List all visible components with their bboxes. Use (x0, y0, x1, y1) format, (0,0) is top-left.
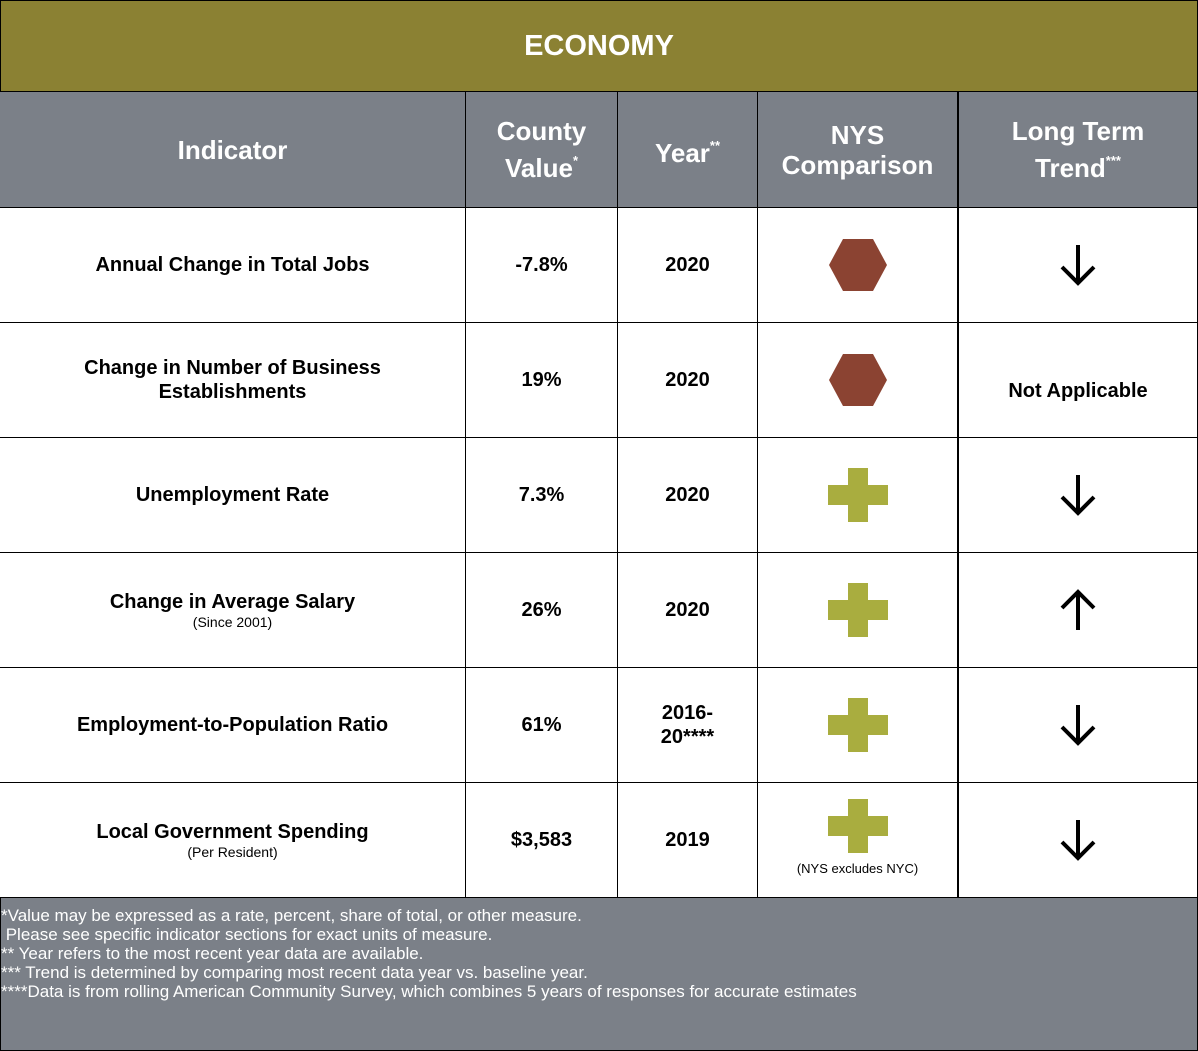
indicator: Local Government Spending (96, 820, 369, 843)
better-icon (827, 799, 888, 853)
better-icon (827, 583, 888, 637)
worse-icon (828, 239, 887, 291)
indicator: Change in Number of Business Establishme… (84, 357, 381, 403)
trend-cell (958, 783, 1198, 898)
value-cell: 7.3% (466, 438, 618, 553)
comparison-cell: (NYS excludes NYC) (758, 783, 958, 898)
comparison-cell (758, 553, 958, 668)
better-icon (827, 698, 888, 752)
county-value: 26% (521, 599, 562, 621)
down-arrow (1060, 705, 1096, 746)
year-cell: 2019 (618, 783, 758, 898)
title: ECONOMY (0, 0, 1198, 92)
indicator-cell: Change in Number of Business Establishme… (0, 323, 466, 438)
county-value: 61% (521, 714, 562, 736)
header-text: Long Term Trend (1011, 116, 1145, 183)
header-sup: *** (1105, 153, 1121, 168)
footnote: *Value may be expressed as a rate, perce… (1, 906, 582, 925)
trend-cell: Not Applicable (958, 323, 1198, 438)
trend-cell (958, 553, 1198, 668)
value-cell: $3,583 (466, 783, 618, 898)
footnote: ****Data is from rolling American Commun… (1, 982, 857, 1001)
indicator-note: (Since 2001) (192, 613, 273, 630)
year: 2020 (665, 599, 710, 621)
comparison-cell (758, 323, 958, 438)
header-comparison: NYS Comparison (758, 92, 958, 208)
indicator-cell: Local Government Spending (Per Resident) (0, 783, 466, 898)
down-arrow (1060, 820, 1096, 861)
trend-text: Not Applicable (1008, 380, 1148, 402)
year: 2020 (665, 254, 710, 276)
comparison-note: (NYS excludes NYC) (796, 861, 919, 876)
county-value: 7.3% (518, 484, 565, 506)
value-cell: 19% (466, 323, 618, 438)
header-value: County Value* (466, 92, 618, 208)
year: 2020 (665, 369, 710, 391)
year-cell: 2020 (618, 553, 758, 668)
value-cell: -7.8% (466, 208, 618, 323)
year: 2016-20**** (660, 702, 715, 748)
trend-cell (958, 438, 1198, 553)
county-value: $3,583 (510, 829, 573, 851)
indicator-note: (Per Resident) (187, 843, 278, 860)
down-arrow (1060, 245, 1096, 286)
header-sup: * (572, 153, 578, 168)
year-cell: 2020 (618, 208, 758, 323)
trend-cell (958, 668, 1198, 783)
year: 2020 (665, 484, 710, 506)
header-text: Indicator (177, 134, 288, 165)
year-cell: 2020 (618, 323, 758, 438)
indicator: Annual Change in Total Jobs (95, 254, 370, 276)
header-year: Year** (618, 92, 758, 208)
indicator-cell: Change in Average Salary (Since 2001) (0, 553, 466, 668)
indicator: Employment-to-Population Ratio (76, 714, 389, 736)
indicator-cell: Employment-to-Population Ratio (0, 668, 466, 783)
indicator: Change in Average Salary (109, 590, 356, 613)
down-arrow (1060, 475, 1096, 516)
footnote: Please see specific indicator sections f… (1, 925, 493, 944)
trend-cell (958, 208, 1198, 323)
indicator-cell: Annual Change in Total Jobs (0, 208, 466, 323)
up-arrow (1060, 589, 1096, 630)
indicator-cell: Unemployment Rate (0, 438, 466, 553)
comparison-cell (758, 438, 958, 553)
header-trend: Long Term Trend*** (958, 92, 1198, 208)
header-text: NYS Comparison (781, 119, 934, 180)
better-icon (827, 468, 888, 522)
comparison-cell (758, 668, 958, 783)
value-cell: 61% (466, 668, 618, 783)
comparison-cell (758, 208, 958, 323)
value-cell: 26% (466, 553, 618, 668)
county-value: 19% (521, 369, 562, 391)
county-value: -7.8% (515, 254, 568, 276)
year-cell: 2020 (618, 438, 758, 553)
header-text: Year (654, 138, 710, 168)
footnote: ** Year refers to the most recent year d… (1, 944, 424, 963)
indicator: Unemployment Rate (135, 484, 330, 506)
year: 2019 (665, 829, 710, 851)
header-sup: ** (709, 138, 721, 153)
year-cell: 2016-20**** (618, 668, 758, 783)
footnotes: *Value may be expressed as a rate, perce… (0, 898, 1198, 1051)
worse-icon (828, 354, 887, 406)
footnote: *** Trend is determined by comparing mos… (1, 963, 588, 982)
header-text: County Value (496, 116, 587, 183)
header-indicator: Indicator (0, 92, 466, 208)
